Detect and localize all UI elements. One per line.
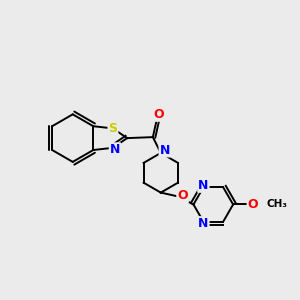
Text: O: O: [154, 108, 164, 121]
Text: N: N: [160, 143, 170, 157]
Text: O: O: [177, 189, 188, 202]
Text: O: O: [248, 198, 258, 211]
Text: S: S: [108, 122, 117, 135]
Text: N: N: [198, 179, 208, 192]
Text: N: N: [198, 217, 208, 230]
Text: CH₃: CH₃: [267, 200, 288, 209]
Text: N: N: [110, 143, 120, 156]
